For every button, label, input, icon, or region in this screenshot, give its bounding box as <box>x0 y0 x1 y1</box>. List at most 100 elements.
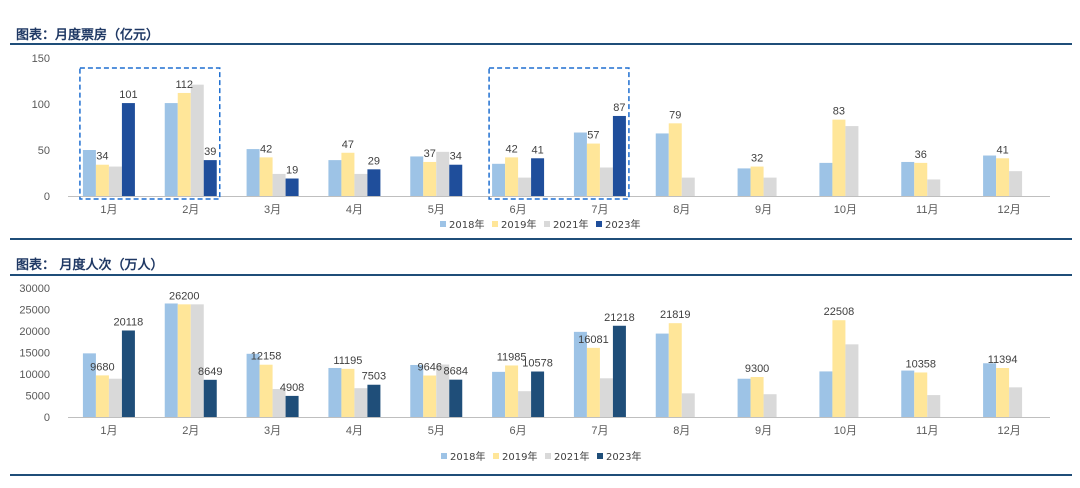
chart-separator <box>10 238 1072 240</box>
c1-bar <box>681 177 695 196</box>
c2-legend-swatch <box>441 453 447 459</box>
c2-bar <box>927 395 941 417</box>
chart-1-title-rule <box>10 43 1072 45</box>
c1-bar <box>819 162 833 196</box>
c2-data-label: 11195 <box>333 355 362 367</box>
c2-xtick-label: 4月 <box>346 425 363 437</box>
c1-legend-label: 2021年 <box>553 218 588 231</box>
c1-bar <box>177 92 191 196</box>
c1-bar <box>573 132 587 196</box>
c1-bar <box>95 164 109 196</box>
c1-xtick-label: 7月 <box>591 204 608 216</box>
attendance-chart: 0 5000 10000 15000 20000 25000 30000 1月 2月 3月 4月 5月… <box>19 283 1050 463</box>
c1-bar <box>668 123 682 196</box>
c1-xtick-label: 5月 <box>428 204 445 216</box>
c2-xtick-label: 12月 <box>997 425 1020 437</box>
c2-xtick-label: 8月 <box>673 425 690 437</box>
c1-bar <box>599 167 613 196</box>
c2-legend-label: 2021年 <box>554 450 589 463</box>
c2-data-label: 26200 <box>169 290 200 302</box>
c1-highlight-box <box>79 67 221 200</box>
c2-bar <box>763 394 777 417</box>
c1-data-label: 79 <box>669 109 681 121</box>
c2-data-label: 7503 <box>362 371 386 383</box>
c1-ytick-label: 100 <box>32 99 50 111</box>
c1-bar <box>410 156 424 196</box>
c2-bar <box>436 364 450 417</box>
c1-bar <box>449 164 463 196</box>
c1-data-label: 41 <box>996 144 1008 156</box>
c2-bar <box>668 323 682 417</box>
c2-legend-label: 2018年 <box>450 450 485 463</box>
c1-bar <box>121 103 135 196</box>
c2-data-label: 9646 <box>418 362 442 374</box>
c2-data-label: 11985 <box>497 351 527 363</box>
c2-bar <box>203 379 217 417</box>
c1-bar <box>505 157 519 196</box>
c2-bar <box>737 378 751 417</box>
c1-xtick-label: 10月 <box>834 204 857 216</box>
chart-1-title: 图表：月度票房（亿元） <box>16 28 160 43</box>
c1-highlight-box <box>488 67 630 200</box>
c2-legend-label: 2019年 <box>502 450 537 463</box>
c1-bar <box>246 149 260 196</box>
c2-xtick-label: 10月 <box>834 425 857 437</box>
c2-data-label: 9680 <box>90 361 114 373</box>
c2-legend-swatch <box>493 453 499 459</box>
c1-data-label: 42 <box>260 143 272 155</box>
c2-bar <box>573 331 587 417</box>
c1-bar <box>914 162 928 196</box>
c1-bar <box>259 157 273 196</box>
c1-data-label: 42 <box>505 143 517 155</box>
c1-data-label: 19 <box>286 165 298 177</box>
c2-legend-swatch <box>597 453 603 459</box>
c2-legend-swatch <box>545 453 551 459</box>
c2-xtick-label: 6月 <box>510 425 527 437</box>
c2-bar <box>177 304 191 417</box>
c2-data-label: 11394 <box>988 354 1018 366</box>
c1-data-label: 112 <box>175 79 193 91</box>
c2-bar <box>410 364 424 417</box>
c2-bar <box>832 320 846 417</box>
c2-ytick-label: 15000 <box>19 348 50 360</box>
c1-bar <box>108 166 122 196</box>
c1-xtick-label: 11月 <box>916 204 938 216</box>
c2-ytick-label: 10000 <box>19 369 50 381</box>
c1-bar <box>901 161 915 196</box>
c1-legend-label: 2018年 <box>449 218 484 231</box>
c2-legend-label: 2023年 <box>606 450 641 463</box>
c1-ytick-label: 0 <box>44 191 50 203</box>
box-office-chart: 0 50 100 150 1月 2月 3月 4月 5月 6月 7月 8月 9月 10月 11月 12月 34 10… <box>32 53 1050 231</box>
c1-bar <box>328 160 342 196</box>
c1-bar <box>996 158 1010 196</box>
c1-xtick-label: 9月 <box>755 204 772 216</box>
c2-bar <box>328 367 342 417</box>
c2-ytick-label: 25000 <box>19 305 50 317</box>
c1-bar <box>531 158 545 196</box>
c1-bar <box>763 177 777 196</box>
c1-bar <box>655 133 669 196</box>
c2-data-label: 20118 <box>114 316 144 328</box>
c2-bar <box>531 371 545 417</box>
c2-bar <box>108 378 122 417</box>
c2-bar <box>505 365 519 417</box>
c1-bar <box>1009 171 1023 196</box>
c1-bar <box>341 152 355 196</box>
c2-bar <box>901 370 915 417</box>
c1-bar <box>983 155 997 196</box>
c2-data-label: 8649 <box>198 366 222 378</box>
c1-xtick-label: 6月 <box>510 204 527 216</box>
c1-data-label: 101 <box>119 89 137 101</box>
c1-bar <box>612 115 626 196</box>
c1-bar <box>367 169 381 196</box>
c2-data-label: 21218 <box>604 312 635 324</box>
c2-bar <box>1009 387 1023 417</box>
c1-data-label: 29 <box>368 155 380 167</box>
c2-bar <box>681 393 695 417</box>
c1-data-label: 39 <box>204 146 216 158</box>
chart-2-title: 图表： 月度人次（万人） <box>16 258 164 273</box>
c1-bar <box>354 173 368 196</box>
c2-data-label: 22508 <box>824 306 855 318</box>
c2-bar <box>82 353 96 417</box>
c1-bar <box>82 150 96 196</box>
